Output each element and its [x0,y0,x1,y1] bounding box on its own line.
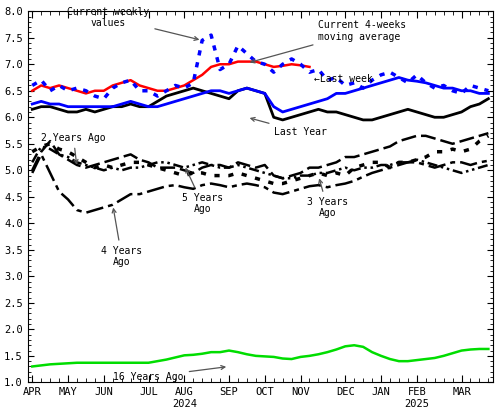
Text: Current weekly
values: Current weekly values [67,7,198,40]
Text: Current 4-weeks
moving average: Current 4-weeks moving average [251,20,407,63]
Text: 16 Years Ago: 16 Years Ago [113,366,225,382]
Text: 5 Years
Ago: 5 Years Ago [181,169,223,214]
Text: 3 Years
Ago: 3 Years Ago [307,180,348,218]
Text: 2 Years Ago: 2 Years Ago [41,133,106,164]
Text: Last Year: Last Year [251,118,327,137]
Text: ←Last week: ←Last week [314,74,373,84]
Text: 4 Years
Ago: 4 Years Ago [101,209,142,267]
